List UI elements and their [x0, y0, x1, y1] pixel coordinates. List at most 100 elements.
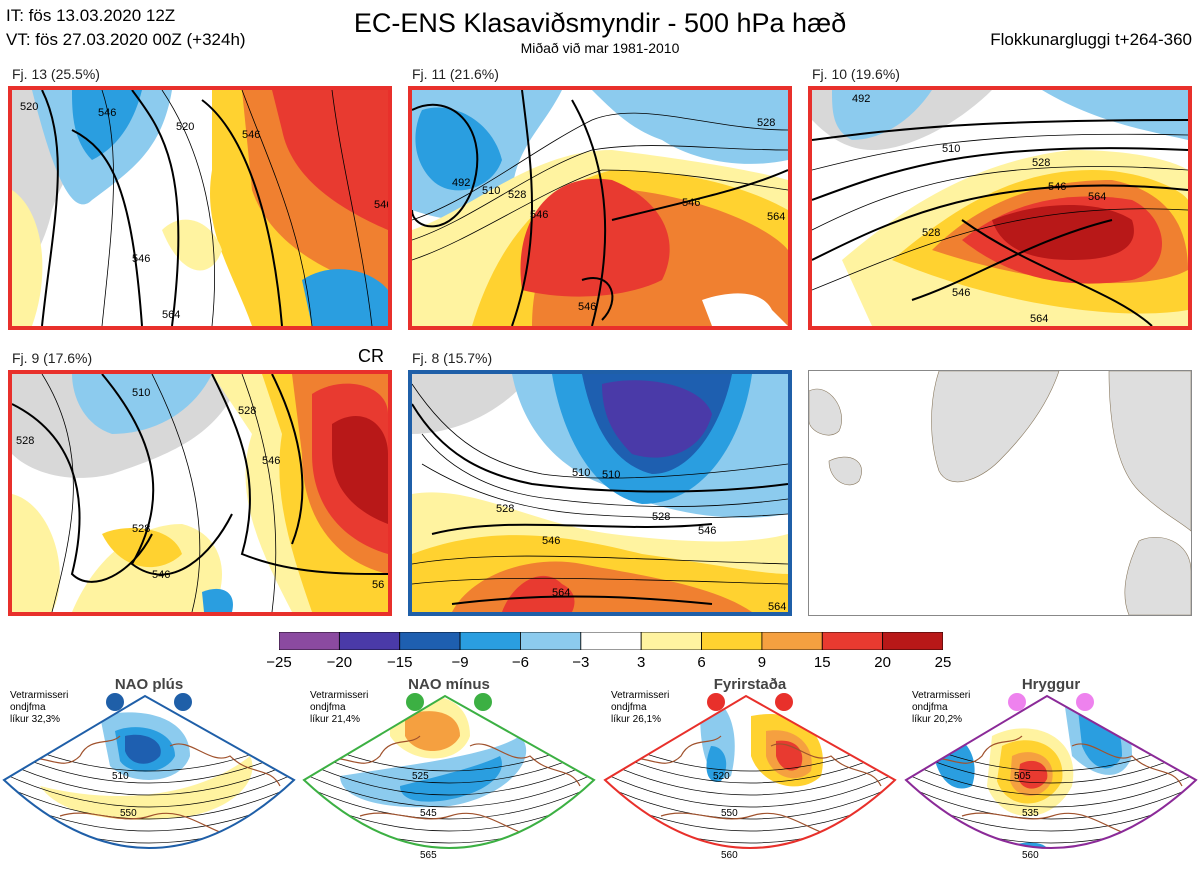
contour-label: 510: [572, 467, 590, 479]
colorbar-bin: [338, 631, 401, 651]
panel-label: Fj. 8 (15.7%): [412, 350, 493, 366]
regime-panel: 525 545 565 NAO mínus Vetrarmisseri ondjfma lí…: [300, 676, 598, 871]
colorbar-tick-label: 25: [934, 654, 952, 671]
colorbar-tick-label: −6: [511, 654, 529, 671]
colorbar: [278, 631, 944, 651]
contour-label: 546: [698, 525, 716, 537]
regime-fan-map: 525 545 565: [302, 693, 596, 861]
height-contour: [605, 771, 895, 808]
regime-note-line: Vetrarmisseri: [912, 690, 971, 701]
height-contour: [4, 783, 294, 820]
regime-contour-label: 520: [713, 771, 730, 782]
contour-label: 546: [98, 107, 116, 119]
contour-label: 546: [578, 301, 596, 313]
regime-note-line: líkur 20,2%: [912, 714, 963, 725]
height-contour: [605, 759, 895, 796]
regime-note: Vetrarmisseri ondjfma líkur 20,2%: [912, 690, 970, 726]
empty-base-map: [808, 370, 1192, 616]
regime-fan-map: 510 550: [2, 693, 296, 849]
page-title: EC-ENS Klasaviðsmyndir - 500 hPa hæð: [353, 8, 847, 38]
cluster-map-11: 492 510 528 546 546 546 528 564: [408, 86, 792, 330]
contour-label: 528: [132, 523, 150, 535]
height-contour: [4, 759, 294, 796]
regime-contour-label: 535: [1022, 808, 1039, 819]
regime-dot: [1076, 693, 1094, 711]
contour-label: 546: [530, 209, 548, 221]
regime-fan-map: 520 550 560: [603, 693, 897, 861]
contour-label: 546: [542, 535, 560, 547]
height-contour: [304, 783, 594, 820]
colorbar-bin: [821, 631, 884, 651]
height-contour: [906, 771, 1196, 808]
regime-note-line: ondjfma: [10, 702, 46, 713]
cluster-map-13: 520 546 520 546 546 546 564: [8, 86, 392, 330]
colorbar-labels: −25 −20 −15 −9 −6 −3 3 6 9 15 20 25: [259, 654, 963, 674]
contour-label: 546: [952, 287, 970, 299]
contour-label: 510: [132, 387, 150, 399]
regime-note: Vetrarmisseri ondjfma líkur 32,3%: [10, 690, 68, 726]
regime-note-line: ondjfma: [912, 702, 948, 713]
cluster-map-9: 528 510 528 546 528 546 56: [8, 370, 392, 616]
contour-label: 564: [1030, 313, 1048, 325]
regime-note-line: ondjfma: [611, 702, 647, 713]
regime-fan-outline: [904, 694, 1198, 849]
panel-label: Fj. 11 (21.6%): [412, 66, 499, 82]
colorbar-tick-label: 9: [757, 654, 767, 671]
colorbar-tick-label: 6: [697, 654, 706, 671]
regime-contour-label: 550: [120, 808, 137, 819]
height-contour: [4, 771, 294, 808]
regime-contour-label: 525: [412, 771, 429, 782]
regime-dot: [406, 693, 424, 711]
contour-label: 528: [922, 227, 940, 239]
contour-label: 492: [452, 177, 470, 189]
regime-contour-label: 505: [1014, 771, 1031, 782]
contour-label: 528: [496, 503, 514, 515]
valid-time: VT: fös 27.03.2020 00Z (+324h): [6, 30, 246, 49]
panel-label: Fj. 10 (19.6%): [812, 66, 900, 82]
regime-panel: 520 550 560 Fyrirstaða Vetrarmisseri ondjfma l…: [601, 676, 899, 871]
contour-label: 546: [262, 455, 280, 467]
regime-dot: [1008, 693, 1026, 711]
contour-label: 546: [152, 569, 170, 581]
regime-contour-label: 550: [721, 808, 738, 819]
regime-note-line: Vetrarmisseri: [10, 690, 69, 701]
regime-note-line: líkur 32,3%: [10, 714, 61, 725]
contour-label: 510: [942, 143, 960, 155]
regime-panel: 505 535 560 Hryggur Vetrarmisseri ondjfma líku…: [902, 676, 1200, 871]
regime-note-line: ondjfma: [310, 702, 346, 713]
regime-fan-outline: [2, 694, 296, 849]
height-contour: [304, 759, 594, 796]
cluster-map-11-svg: 492 510 528 546 546 546 528 564: [412, 90, 788, 326]
contour-label: 564: [767, 211, 785, 223]
regime-note: Vetrarmisseri ondjfma líkur 26,1%: [611, 690, 669, 726]
cluster-map-13-svg: 520 546 520 546 546 546 564: [12, 90, 388, 326]
regime-note-line: líkur 21,4%: [310, 714, 361, 725]
cluster-map-10: 492 510 528 546 564 528 546 564: [808, 86, 1192, 330]
regime-name: NAO mínus: [408, 676, 490, 693]
regime-contour-label: 560: [1022, 850, 1039, 861]
contour-label: 510: [482, 185, 500, 197]
colorbar-bin: [701, 631, 763, 651]
anomaly-blob: [706, 746, 727, 782]
height-contour: [906, 759, 1196, 796]
colorbar-bin: [580, 631, 642, 651]
regime-dot: [707, 693, 725, 711]
colorbar-tick-label: −20: [326, 654, 353, 671]
page-subtitle: Miðað við mar 1981-2010: [520, 40, 680, 56]
height-contour: [906, 783, 1196, 820]
height-contour: [906, 747, 1196, 784]
contour-label: 564: [162, 309, 180, 321]
colorbar-bin: [640, 631, 702, 651]
contour-label: 528: [757, 117, 775, 129]
panel-label: Fj. 9 (17.6%): [12, 350, 93, 366]
regime-name: NAO plús: [114, 676, 184, 693]
regime-fan-outline: [603, 694, 897, 849]
panel-label: Fj. 13 (25.5%): [12, 66, 100, 82]
header-left: IT: fös 13.03.2020 12Z VT: fös 27.03.202…: [6, 4, 246, 52]
regime-dot: [106, 693, 124, 711]
contour-label: 564: [768, 601, 786, 612]
contour-label: 546: [132, 253, 150, 265]
colorbar-bin: [520, 631, 582, 651]
colorbar-tick-label: −15: [386, 654, 413, 671]
regime-name: Hryggur: [1021, 676, 1081, 693]
